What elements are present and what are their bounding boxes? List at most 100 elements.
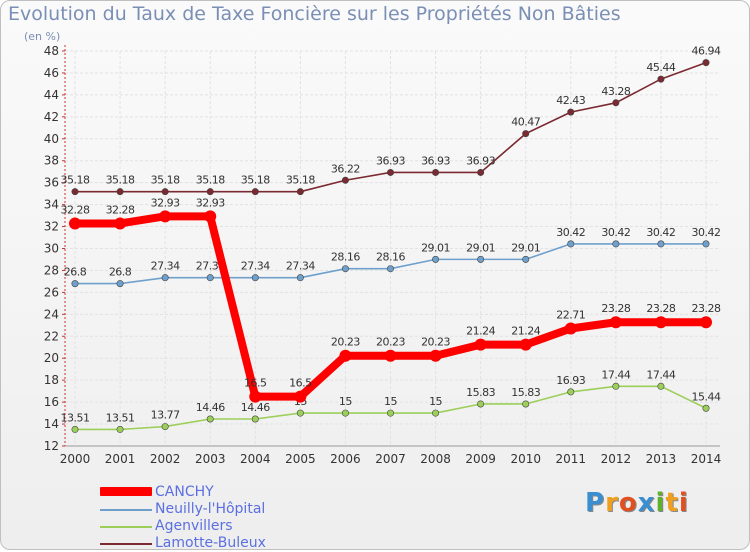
data-label-neuilly-l-h-pital: 29.01 — [466, 241, 495, 254]
data-label-neuilly-l-h-pital: 27.34 — [151, 260, 180, 273]
data-label-neuilly-l-h-pital: 30.42 — [556, 226, 585, 239]
data-point-lamotte-buleux — [206, 188, 214, 196]
data-label-agenvillers: 14.46 — [241, 401, 270, 414]
data-label-agenvillers: 15.83 — [511, 386, 540, 399]
data-point-agenvillers — [386, 409, 394, 417]
data-label-canchy: 22.71 — [556, 308, 585, 321]
data-point-canchy — [159, 210, 172, 223]
grid — [65, 50, 720, 447]
data-label-canchy: 32.28 — [61, 203, 90, 216]
data-label-neuilly-l-h-pital: 28.16 — [331, 251, 360, 264]
y-tick-label: 42 — [44, 110, 59, 124]
logo-letter: P — [585, 488, 606, 518]
data-point-agenvillers — [612, 382, 620, 390]
legend-swatch-lamotte — [100, 543, 152, 545]
x-tick-label: 2004 — [240, 452, 271, 466]
legend-label-canchy: CANCHY — [155, 484, 214, 500]
data-label-agenvillers: 13.51 — [61, 411, 90, 424]
data-label-neuilly-l-h-pital: 27.34 — [286, 260, 315, 273]
data-point-agenvillers — [341, 409, 349, 417]
data-point-agenvillers — [477, 400, 485, 408]
data-label-lamotte-buleux: 36.93 — [376, 154, 405, 167]
data-point-neuilly-l-h-pital — [612, 240, 620, 248]
data-label-canchy: 23.28 — [646, 302, 675, 315]
data-label-lamotte-buleux: 42.43 — [556, 94, 585, 107]
data-label-neuilly-l-h-pital: 26.8 — [109, 266, 132, 279]
data-label-neuilly-l-h-pital: 30.42 — [646, 226, 675, 239]
data-label-neuilly-l-h-pital: 29.01 — [511, 241, 540, 254]
series: 13.5113.5113.7714.4614.461515151515.8315… — [61, 45, 721, 433]
y-tick-label: 12 — [44, 439, 59, 453]
y-tick-label: 22 — [44, 329, 59, 343]
data-point-lamotte-buleux — [341, 176, 349, 184]
y-tick-label: 28 — [44, 263, 59, 277]
data-point-canchy — [519, 338, 532, 351]
data-label-lamotte-buleux: 36.93 — [421, 154, 450, 167]
y-tick-label: 38 — [44, 154, 59, 168]
data-point-lamotte-buleux — [71, 188, 79, 196]
data-point-agenvillers — [296, 409, 304, 417]
legend-swatch-canchy — [100, 487, 152, 496]
data-point-lamotte-buleux — [567, 108, 575, 116]
y-tick-label: 18 — [44, 373, 59, 387]
data-label-canchy: 32.93 — [151, 196, 180, 209]
data-label-agenvillers: 14.46 — [196, 401, 225, 414]
data-point-lamotte-buleux — [386, 168, 394, 176]
data-point-neuilly-l-h-pital — [296, 274, 304, 282]
y-tick-label: 34 — [44, 198, 59, 212]
data-point-lamotte-buleux — [702, 59, 710, 67]
data-point-canchy — [609, 316, 622, 329]
data-label-agenvillers: 16.93 — [556, 374, 585, 387]
data-point-agenvillers — [206, 415, 214, 423]
legend-label-agenvillers: Agenvillers — [155, 518, 233, 534]
logo-letter: o — [618, 488, 638, 518]
data-label-canchy: 16.5 — [289, 377, 312, 390]
y-tick-label: 46 — [44, 66, 59, 80]
data-label-agenvillers: 15 — [384, 395, 397, 408]
data-point-agenvillers — [116, 425, 124, 433]
y-tick-label: 36 — [44, 176, 59, 190]
data-label-lamotte-buleux: 35.18 — [241, 174, 270, 187]
data-point-lamotte-buleux — [296, 188, 304, 196]
y-tick-label: 26 — [44, 285, 59, 299]
x-tick-label: 2005 — [285, 452, 316, 466]
data-point-lamotte-buleux — [251, 188, 259, 196]
data-point-canchy — [474, 338, 487, 351]
data-label-canchy: 21.24 — [511, 325, 540, 338]
data-label-canchy: 20.23 — [421, 336, 450, 349]
data-label-canchy: 16.5 — [244, 377, 267, 390]
data-label-agenvillers: 15 — [429, 395, 442, 408]
data-point-neuilly-l-h-pital — [567, 240, 575, 248]
data-point-neuilly-l-h-pital — [161, 274, 169, 282]
chart-title: Evolution du Taux de Taxe Foncière sur l… — [8, 3, 621, 25]
x-tick-label: 2001 — [105, 452, 136, 466]
y-tick-label: 32 — [44, 220, 59, 234]
data-label-canchy: 23.28 — [601, 302, 630, 315]
logo-letter: r — [605, 488, 619, 518]
x-tick-label: 2010 — [510, 452, 541, 466]
data-label-canchy: 32.93 — [196, 196, 225, 209]
data-point-lamotte-buleux — [522, 130, 530, 138]
legend-label-lamotte: Lamotte-Buleux — [155, 535, 266, 551]
y-tick-label: 16 — [44, 395, 59, 409]
data-point-lamotte-buleux — [161, 188, 169, 196]
data-point-neuilly-l-h-pital — [71, 280, 79, 288]
y-tick-label: 24 — [44, 307, 59, 321]
data-point-agenvillers — [161, 423, 169, 431]
data-label-lamotte-buleux: 35.18 — [286, 174, 315, 187]
data-point-lamotte-buleux — [612, 99, 620, 107]
data-label-lamotte-buleux: 36.93 — [466, 154, 495, 167]
data-point-neuilly-l-h-pital — [116, 280, 124, 288]
data-label-agenvillers: 13.77 — [151, 409, 180, 422]
data-label-agenvillers: 17.44 — [646, 368, 675, 381]
x-tick-label: 2014 — [691, 452, 722, 466]
proxiti-logo: Proxiti — [585, 488, 689, 518]
data-label-neuilly-l-h-pital: 30.42 — [692, 226, 721, 239]
axes: 12 14 16 18 20 22 24 26 28 30 32 34 36 38 40 42 44 46 48 20… — [44, 44, 722, 466]
data-point-neuilly-l-h-pital — [251, 274, 259, 282]
data-point-agenvillers — [522, 400, 530, 408]
x-tick-label: 2006 — [330, 452, 361, 466]
x-tick-label: 2002 — [150, 452, 181, 466]
x-tick-label: 2012 — [601, 452, 632, 466]
